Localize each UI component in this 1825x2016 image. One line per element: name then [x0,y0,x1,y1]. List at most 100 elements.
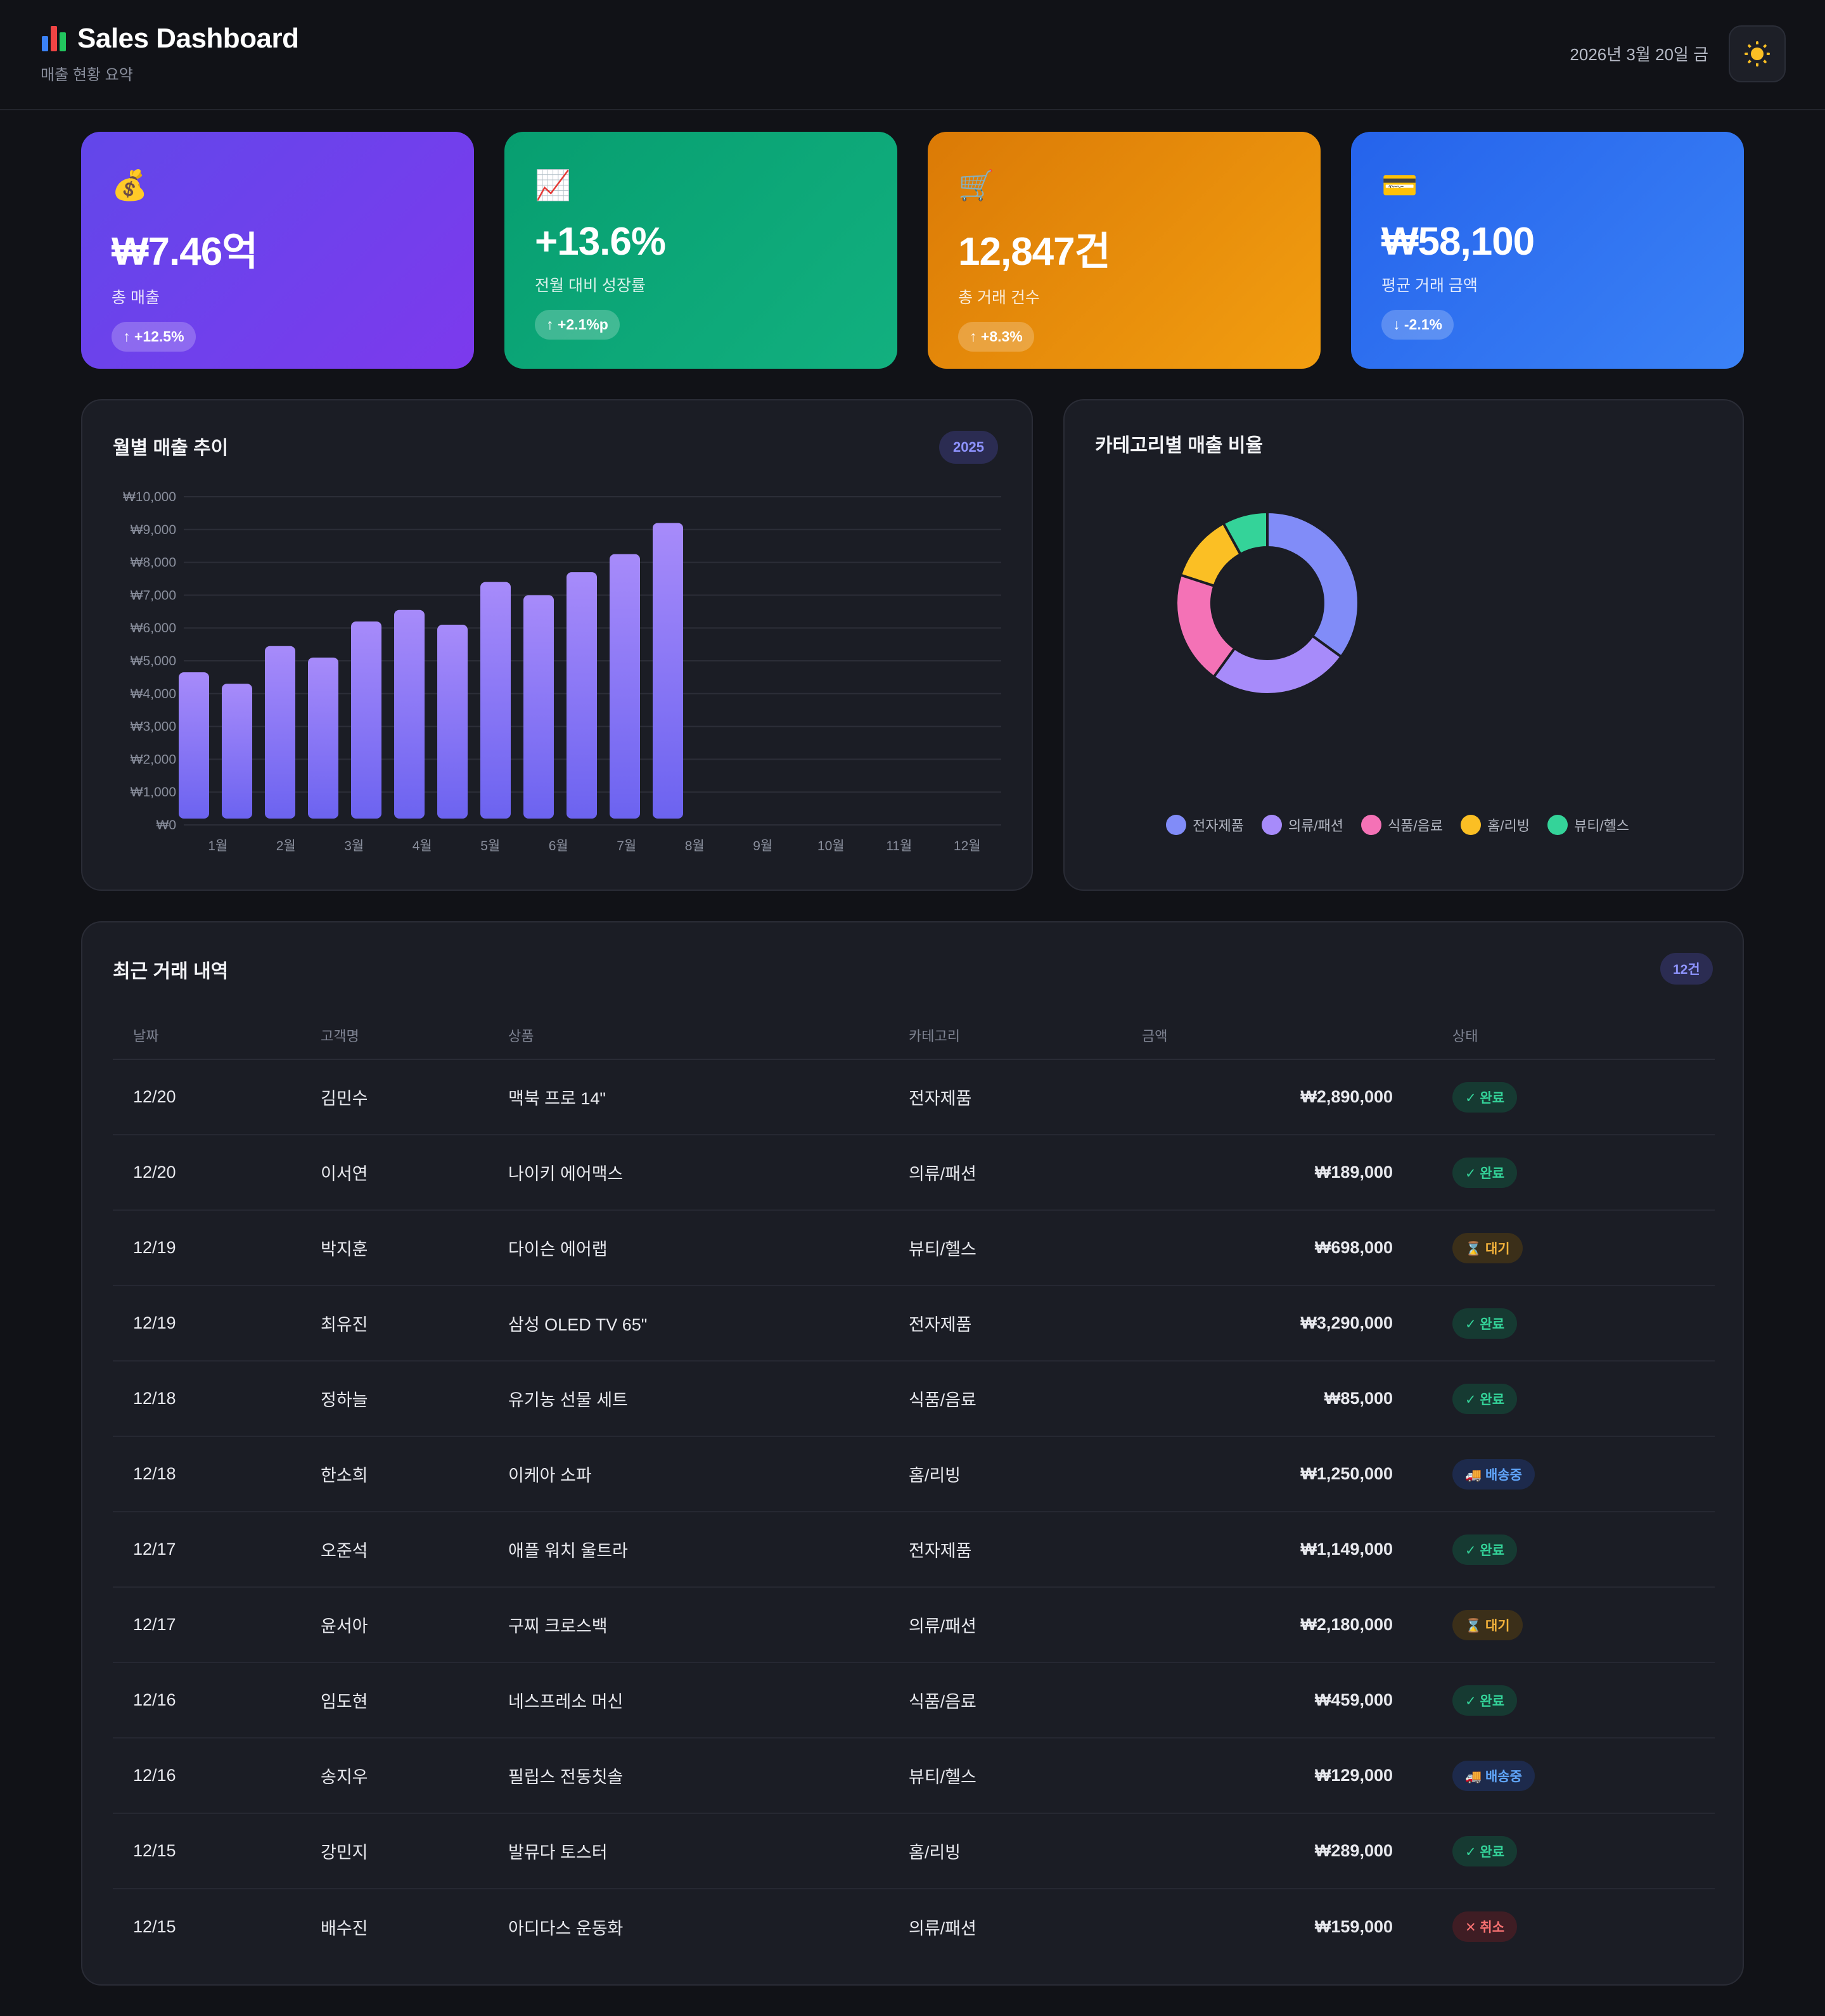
cell-customer: 송지우 [300,1738,488,1814]
cell-date: 12/17 [113,1512,300,1588]
column-header-customer[interactable]: 고객명 [300,1011,488,1060]
donut-slice[interactable] [1212,634,1343,696]
legend-swatch [1361,815,1382,835]
legend-item[interactable]: 뷰티/헬스 [1547,815,1629,835]
column-header-category[interactable]: 카테고리 [888,1011,1122,1060]
status-badge: ✓ 완료 [1452,1534,1518,1565]
page-title: Sales Dashboard [77,23,299,54]
x-tick-label: 4월 [413,839,432,853]
kpi-value: +13.6% [535,220,666,264]
y-tick-label: ₩3,000 [131,720,176,734]
bar[interactable] [567,572,597,819]
legend-item[interactable]: 전자제품 [1166,815,1244,835]
legend-swatch [1461,815,1482,835]
cell-customer: 김민수 [300,1059,488,1135]
bar[interactable] [437,625,468,819]
theme-toggle-button[interactable] [1729,25,1786,82]
table-row[interactable]: 12/20 이서연 나이키 에어맥스 의류/패션 ₩189,000 ✓ 완료 [113,1135,1715,1211]
y-tick-label: ₩8,000 [131,556,176,570]
cell-date: 12/18 [113,1361,300,1437]
donut-slice[interactable] [1266,510,1360,659]
x-tick-label: 7월 [617,839,636,853]
bar[interactable] [523,595,554,819]
bar[interactable] [222,684,252,819]
table-row[interactable]: 12/17 윤서아 구찌 크로스백 의류/패션 ₩2,180,000 ⌛ 대기 [113,1587,1715,1663]
table-title: 최근 거래 내역 [113,961,229,982]
cell-product: 필립스 전동칫솔 [488,1738,888,1814]
x-tick-label: 1월 [208,839,227,853]
table-row[interactable]: 12/19 박지훈 다이슨 에어랩 뷰티/헬스 ₩698,000 ⌛ 대기 [113,1210,1715,1286]
cell-status: ✓ 완료 [1432,1135,1715,1211]
x-tick-label: 5월 [480,839,500,853]
kpi-change-badge: ↓ -2.1% [1381,310,1454,340]
cell-status: 🚚 배송중 [1432,1738,1715,1814]
cell-date: 12/15 [133,1917,176,1936]
cell-date: 12/16 [113,1662,300,1738]
x-tick-label: 10월 [817,839,845,853]
table-row[interactable]: 12/18 한소희 이케아 소파 홈/리빙 ₩1,250,000 🚚 배송중 [113,1436,1715,1512]
cell-customer: 오준석 [300,1512,488,1588]
category-legend: 전자제품 의류/패션 식품/음료 홈/리빙 뷰티/헬스 [1166,815,1629,835]
cell-status: ✓ 완료 [1432,1059,1715,1135]
donut-slice[interactable] [1175,573,1237,679]
cell-customer: 윤서아 [300,1587,488,1663]
bar[interactable] [610,554,640,819]
x-tick-label: 3월 [344,839,364,853]
cell-category: 의류/패션 [888,1135,1122,1211]
legend-swatch [1547,815,1568,835]
year-badge[interactable]: 2025 [939,431,998,464]
status-badge: ✓ 완료 [1452,1383,1518,1414]
column-header-status[interactable]: 상태 [1432,1011,1715,1060]
cell-date: 12/17 [113,1587,300,1663]
column-header-date[interactable]: 날짜 [113,1011,300,1060]
cell-status: ⌛ 대기 [1432,1210,1715,1286]
cell-status: 🚚 배송중 [1432,1436,1715,1512]
cell-amount: ₩189,000 [1122,1135,1432,1211]
cell-category: 홈/리빙 [888,1436,1122,1512]
cell-product: 구찌 크로스백 [488,1587,888,1663]
status-badge: ✓ 완료 [1452,1835,1518,1866]
bar[interactable] [351,621,381,819]
status-badge: ✓ 완료 [1452,1157,1518,1188]
legend-swatch [1261,815,1282,835]
recent-transactions-panel: 최근 거래 내역 12건 날짜 고객명 상품 카테고리 금액 상태 12/20 김… [81,921,1744,1986]
bar[interactable] [179,672,209,819]
table-row[interactable]: 12/19 최유진 삼성 OLED TV 65" 전자제품 ₩3,290,000 ✓ 완료 [113,1286,1715,1362]
bar-chart-icon [41,23,68,54]
kpi-value: ₩58,100 [1381,220,1535,264]
category-chart-title: 카테고리별 매출 비율 [1095,435,1264,456]
bar[interactable] [308,657,338,819]
kpi-card-total-sales: 💰 ₩7.46억 총 매출 ↑ +12.5% [81,132,474,369]
column-header-product[interactable]: 상품 [488,1011,888,1060]
donut-slice[interactable] [1221,510,1269,556]
cell-category: 뷰티/헬스 [888,1210,1122,1286]
status-badge: 🚚 배송중 [1452,1458,1535,1490]
legend-item[interactable]: 홈/리빙 [1461,815,1530,835]
x-tick-label: 2월 [276,839,296,853]
sun-icon [1745,41,1770,67]
monthly-bar-chart: ₩0 ₩1,000 ₩2,000 ₩3,000 ₩4,000 ₩5,000 ₩6,000 ₩7… [123,490,1001,853]
table-row[interactable]: 12/20 김민수 맥북 프로 14" 전자제품 ₩2,890,000 ✓ 완료 [113,1059,1715,1135]
category-donut-chart [1175,510,1360,696]
brand: Sales Dashboard 매출 현황 요약 [41,23,299,84]
y-tick-label: ₩4,000 [131,687,176,701]
legend-item[interactable]: 의류/패션 [1261,815,1343,835]
cell-amount: ₩2,180,000 [1122,1587,1432,1663]
column-header-amount[interactable]: 금액 [1122,1011,1432,1060]
table-row[interactable]: 12/15 배수진 아디다스 운동화 의류/패션 ₩159,000 ✕ 취소 [113,1889,1715,1964]
bar[interactable] [653,523,683,819]
bar[interactable] [265,646,295,819]
bar[interactable] [480,582,511,819]
table-row[interactable]: 12/16 송지우 필립스 전동칫솔 뷰티/헬스 ₩129,000 🚚 배송중 [113,1738,1715,1814]
transactions-table: 날짜 고객명 상품 카테고리 금액 상태 12/20 김민수 맥북 프로 14" 전자… [113,1011,1715,1964]
legend-item[interactable]: 식품/음료 [1361,815,1443,835]
table-row[interactable]: 12/17 오준석 애플 워치 울트라 전자제품 ₩1,149,000 ✓ 완료 [113,1512,1715,1588]
bar[interactable] [394,609,425,819]
status-badge: ✓ 완료 [1452,1081,1518,1113]
table-row[interactable]: 12/15 강민지 발뮤다 토스터 홈/리빙 ₩289,000 ✓ 완료 [113,1813,1715,1889]
table-row[interactable]: 12/16 임도현 네스프레소 머신 식품/음료 ₩459,000 ✓ 완료 [113,1662,1715,1738]
cell-customer: 강민지 [300,1813,488,1889]
cell-product: 이케아 소파 [488,1436,888,1512]
kpi-change-badge: ↑ +2.1%p [535,310,620,340]
table-row[interactable]: 12/18 정하늘 유기농 선물 세트 식품/음료 ₩85,000 ✓ 완료 [113,1361,1715,1437]
